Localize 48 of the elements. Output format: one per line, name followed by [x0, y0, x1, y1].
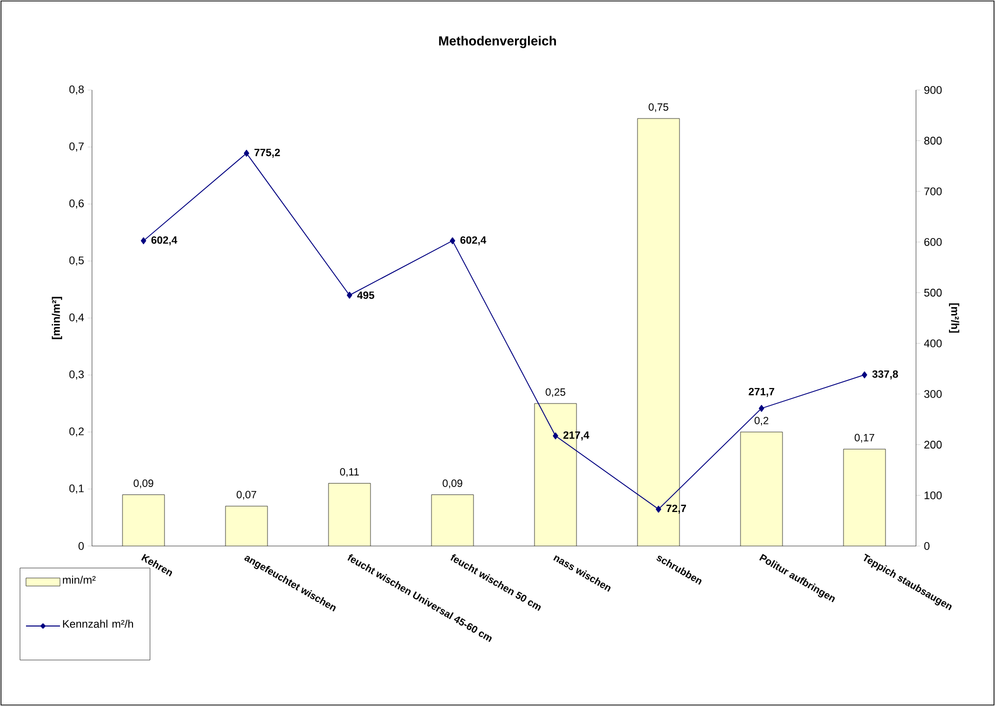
- y-axis-title: [min/m²]: [52, 296, 62, 340]
- data-label: 271,7: [748, 388, 774, 397]
- data-label: 0,75: [648, 103, 668, 112]
- y2-tick-label: 600: [924, 238, 942, 246]
- data-label: 602,4: [151, 236, 178, 246]
- y-tick-label: 0,2: [69, 427, 84, 437]
- point: [656, 506, 662, 513]
- y-tick-label: 0,6: [69, 199, 84, 209]
- legend-label: min/m²: [62, 576, 96, 584]
- data-label: 0,11: [340, 468, 359, 477]
- y-tick-label: 0,1: [69, 484, 84, 494]
- y2-tick-label: 0: [924, 542, 930, 550]
- y2-tick-label: 700: [924, 187, 942, 196]
- point: [346, 292, 352, 299]
- y2-tick-label: 800: [924, 136, 942, 145]
- y-tick-label: 0,5: [69, 256, 84, 266]
- y2-tick-label: 900: [924, 86, 942, 94]
- point: [450, 237, 456, 244]
- y2-tick-label: 500: [924, 288, 942, 297]
- y-tick-label: 0: [78, 542, 84, 550]
- chart-title: Methodenvergleich: [439, 36, 556, 48]
- data-label: 0,09: [442, 480, 462, 488]
- y2-tick-label: 300: [924, 390, 942, 398]
- legend-label: Kennzahl m²/h: [63, 620, 134, 628]
- y2-tick-label: 100: [924, 491, 942, 500]
- data-label: 0,09: [134, 480, 154, 488]
- point: [862, 371, 868, 378]
- y-tick-label: 0,3: [69, 370, 84, 380]
- point: [758, 404, 764, 412]
- y-tick-label: 0,7: [69, 142, 84, 152]
- y2-axis-title: [m²/h]: [948, 303, 960, 333]
- data-label: 495: [357, 291, 374, 299]
- y2-tick-label: 200: [924, 440, 942, 449]
- data-label: 72,7: [666, 504, 686, 514]
- data-label: 775,2: [254, 148, 280, 158]
- data-label: 337,8: [872, 370, 898, 380]
- data-label: 0,25: [546, 388, 566, 397]
- data-label: 0,07: [236, 490, 256, 500]
- point: [552, 432, 558, 440]
- y-tick-label: 0,4: [69, 313, 84, 323]
- y-tick-label: 0,8: [69, 85, 84, 95]
- point: [244, 150, 250, 157]
- point: [140, 237, 146, 244]
- y2-tick-label: 400: [924, 339, 942, 348]
- data-label: 602,4: [460, 236, 486, 246]
- data-label: 0,17: [854, 434, 874, 443]
- data-label: 217,4: [563, 431, 590, 440]
- data-label: 0,2: [754, 416, 768, 426]
